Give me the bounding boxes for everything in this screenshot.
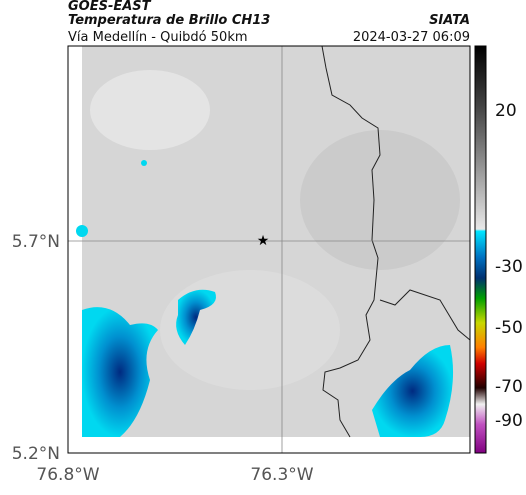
lon-label: 76.8°W: [36, 465, 99, 485]
title: GOES-EAST: [68, 0, 152, 14]
svg-text:★: ★: [257, 233, 270, 249]
region: Vía Medellín - Quibdó 50km: [68, 30, 248, 45]
timestamp: 2024-03-27 06:09: [353, 30, 470, 45]
source: SIATA: [429, 13, 470, 28]
colorbar-tick: -70: [495, 377, 523, 397]
lon-label: 76.3°W: [250, 465, 313, 485]
subtitle: Temperatura de Brillo CH13: [68, 13, 270, 28]
colorbar: [474, 45, 487, 454]
lat-label: 5.7°N: [12, 232, 60, 252]
lat-label: 5.2°N: [12, 444, 60, 464]
colorbar-tick: -90: [495, 411, 523, 431]
map: ★: [68, 46, 470, 453]
map-frame: [67, 45, 471, 454]
colorbar-tick: -30: [495, 257, 523, 277]
colorbar-tick: 20: [495, 101, 517, 121]
colorbar-tick: -50: [495, 318, 523, 338]
